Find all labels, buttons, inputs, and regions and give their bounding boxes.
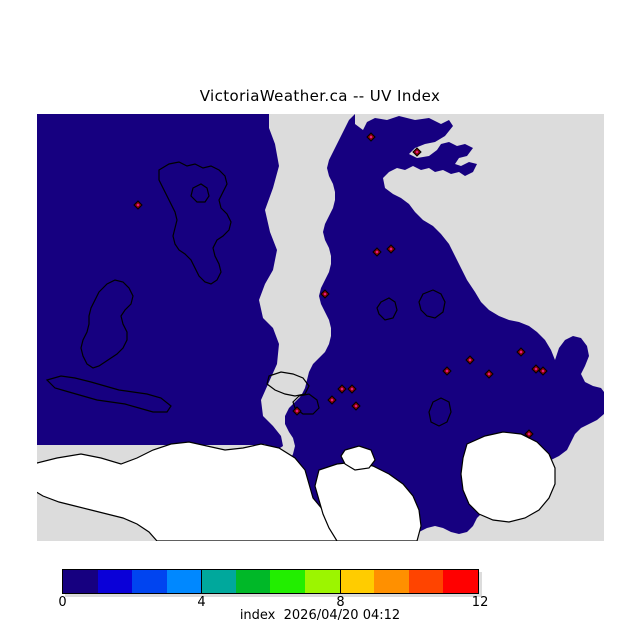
map-panel[interactable] [37, 114, 604, 541]
colorbar-segment-2-3 [132, 570, 167, 593]
coastline-inlet-mid-b [418, 289, 446, 319]
colorbar-gradient[interactable] [62, 569, 479, 594]
station-marker[interactable] [516, 347, 526, 357]
colorbar-tick-label-12: 12 [471, 595, 489, 610]
coastline-group [45, 161, 452, 427]
colorbar-tick-line-4 [201, 569, 202, 594]
colorbar-segment-11-12 [443, 570, 478, 593]
outside-domain-land-group [37, 431, 556, 541]
colorbar-segment-6-7 [270, 570, 306, 593]
station-marker[interactable] [133, 200, 143, 210]
station-marker-group[interactable] [133, 132, 548, 439]
station-marker[interactable] [372, 247, 382, 257]
station-marker[interactable] [531, 364, 541, 374]
coastline-island-north [158, 161, 232, 285]
page-title: VictoriaWeather.ca -- UV Index [199, 87, 441, 105]
station-marker[interactable] [351, 401, 361, 411]
colorbar-segment-9-10 [374, 570, 409, 593]
station-marker[interactable] [327, 395, 337, 405]
coastline-inlet-south [292, 393, 320, 415]
station-marker[interactable] [347, 384, 357, 394]
sea-polygon-west [37, 114, 283, 450]
colorbar-tick-label-4: 4 [197, 595, 206, 610]
colorbar-segment-5-6 [235, 570, 271, 593]
station-marker[interactable] [412, 147, 422, 157]
land-outline-southwest [37, 441, 382, 541]
colorbar-tick-line-8 [340, 569, 341, 594]
station-marker[interactable] [320, 289, 330, 299]
colorbar-segment-3-4 [166, 570, 202, 593]
colorbar-segment-7-8 [305, 570, 340, 593]
station-marker[interactable] [386, 244, 396, 254]
colorbar-segment-8-9 [339, 570, 375, 593]
map-canvas[interactable] [37, 114, 604, 541]
colorbar-caption: index 2026/04/20 04:12 [239, 608, 401, 623]
sea-polygon-east [179, 114, 604, 534]
coastline-inlet-mid-a [376, 297, 398, 321]
station-marker[interactable] [538, 366, 548, 376]
land-outline-southeast [460, 431, 556, 523]
colorbar-tick-label-0: 0 [58, 595, 67, 610]
colorbar: 0 4 8 12 [58, 569, 488, 610]
coastline-channel-south [45, 375, 172, 413]
coastline-inlet-north [190, 183, 210, 203]
colorbar-segment-1-2 [97, 570, 133, 593]
station-marker[interactable] [465, 355, 475, 365]
coastline-archipelago-a [266, 371, 310, 397]
coastline-island-west [80, 279, 134, 369]
station-marker[interactable] [524, 429, 534, 439]
station-marker[interactable] [484, 369, 494, 379]
station-marker[interactable] [337, 384, 347, 394]
coastline-inlet-southeast [428, 397, 452, 427]
colorbar-segment-4-5 [201, 570, 236, 593]
station-marker[interactable] [292, 406, 302, 416]
colorbar-tick-label-8: 8 [336, 595, 345, 610]
colorbar-segment-10-11 [408, 570, 444, 593]
station-marker[interactable] [442, 366, 452, 376]
station-marker[interactable] [366, 132, 376, 142]
colorbar-segment-0-1 [63, 570, 98, 593]
land-outline-inset-a [340, 445, 376, 471]
